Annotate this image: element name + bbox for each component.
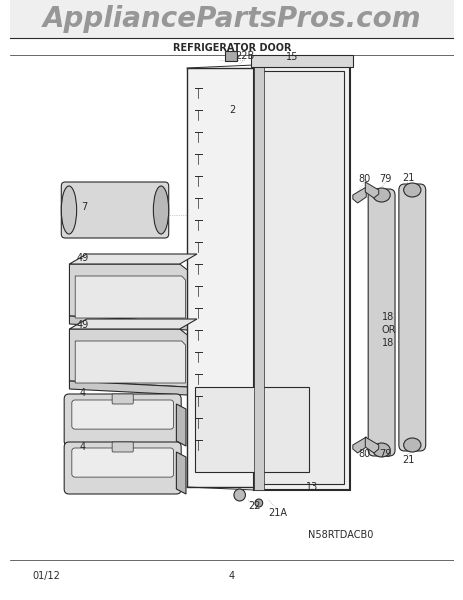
Ellipse shape — [61, 186, 76, 234]
Bar — [225, 51, 236, 61]
FancyBboxPatch shape — [64, 442, 181, 494]
Ellipse shape — [403, 438, 420, 452]
Text: 4: 4 — [228, 571, 235, 581]
Bar — [254, 65, 349, 490]
Circle shape — [233, 489, 245, 501]
Text: 15: 15 — [286, 52, 298, 62]
Text: 49: 49 — [76, 320, 88, 330]
FancyBboxPatch shape — [72, 448, 173, 477]
FancyBboxPatch shape — [398, 184, 425, 451]
Polygon shape — [75, 276, 185, 318]
FancyBboxPatch shape — [64, 394, 181, 446]
FancyBboxPatch shape — [112, 442, 133, 452]
Bar — [254, 65, 263, 490]
Text: REFRIGERATOR DOOR: REFRIGERATOR DOOR — [172, 43, 291, 53]
Polygon shape — [69, 316, 187, 330]
Text: 21: 21 — [401, 173, 414, 183]
Text: 01/12: 01/12 — [32, 571, 60, 581]
Text: 4: 4 — [79, 442, 85, 452]
Text: 2: 2 — [228, 105, 235, 115]
Text: 80: 80 — [357, 449, 369, 459]
Polygon shape — [69, 264, 187, 322]
Bar — [259, 71, 344, 484]
Text: 22B: 22B — [234, 51, 254, 61]
Text: 79: 79 — [378, 174, 391, 184]
Polygon shape — [69, 319, 197, 329]
Ellipse shape — [372, 443, 389, 457]
Text: 79: 79 — [378, 449, 391, 459]
Text: 13: 13 — [306, 482, 318, 492]
Polygon shape — [75, 341, 185, 383]
FancyBboxPatch shape — [72, 400, 173, 429]
Bar — [194, 387, 308, 472]
Bar — [187, 68, 316, 487]
Bar — [250, 55, 352, 67]
Text: 4: 4 — [79, 388, 85, 398]
FancyBboxPatch shape — [112, 394, 133, 404]
Ellipse shape — [372, 188, 389, 202]
Ellipse shape — [153, 186, 169, 234]
Text: N58RTDACB0: N58RTDACB0 — [307, 530, 372, 540]
Polygon shape — [69, 254, 197, 264]
Ellipse shape — [403, 183, 420, 197]
Polygon shape — [364, 437, 378, 453]
Text: 21: 21 — [401, 455, 414, 465]
Polygon shape — [352, 437, 365, 453]
Text: 80: 80 — [357, 174, 369, 184]
FancyBboxPatch shape — [61, 182, 169, 238]
Text: 49: 49 — [76, 253, 88, 263]
Polygon shape — [176, 404, 186, 446]
Text: 18
OR
18: 18 OR 18 — [380, 312, 395, 348]
Bar — [10, 0, 453, 38]
Polygon shape — [69, 329, 187, 387]
Polygon shape — [352, 187, 365, 203]
Text: 7: 7 — [81, 202, 87, 212]
Polygon shape — [364, 182, 378, 198]
Circle shape — [255, 499, 262, 507]
Polygon shape — [176, 452, 186, 494]
FancyBboxPatch shape — [367, 189, 394, 456]
Text: 22: 22 — [247, 501, 260, 511]
Text: 21A: 21A — [268, 508, 287, 518]
Polygon shape — [69, 381, 187, 395]
Text: AppliancePartsPros.com: AppliancePartsPros.com — [43, 5, 420, 33]
